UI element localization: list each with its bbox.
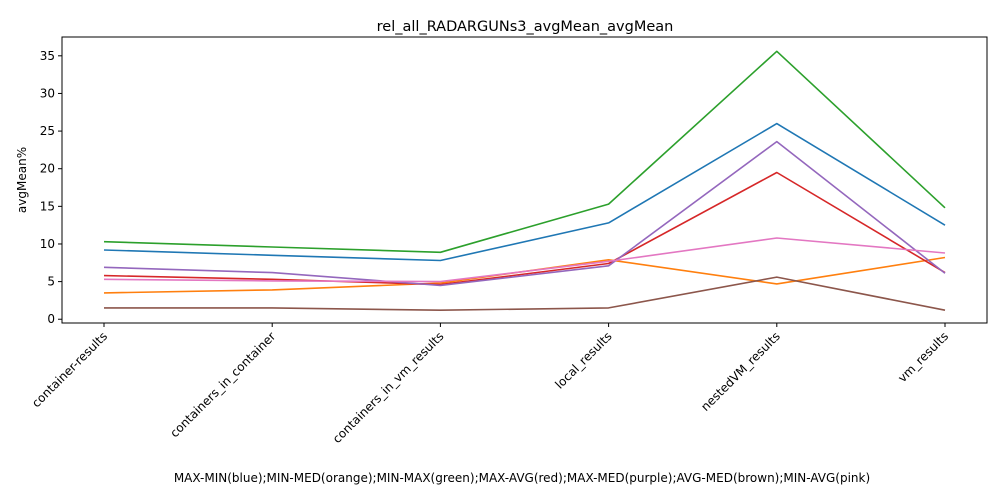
x-tick-label: container-results [29,329,110,410]
x-tick-label: vm_results [895,329,951,385]
y-tick-label: 10 [40,237,55,251]
x-tick-label: containers_in_vm_results [330,329,447,446]
plot-frame [61,36,988,324]
series-line-5 [104,276,946,312]
x-axis-label: MAX-MIN(blue);MIN-MED(orange);MIN-MAX(gr… [174,471,870,485]
y-tick-label: 20 [40,162,55,176]
y-tick-label: 30 [40,86,55,100]
y-axis: 0 5 10 15 20 25 30 35 [40,49,62,326]
x-tick-label: nestedVM_results [698,329,783,414]
y-tick-label: 35 [40,49,55,63]
series-line-4 [103,140,946,287]
y-tick-label: 5 [47,275,55,289]
series-line-6 [103,237,946,283]
x-tick-label: local_results [552,329,614,391]
series-line-0 [103,122,946,262]
series-line-3 [103,171,946,286]
chart-title: rel_all_RADARGUNs3_avgMean_avgMean [377,19,674,35]
y-tick-label: 15 [40,199,55,213]
y-tick-label: 25 [40,124,55,138]
x-axis: container-results containers_in_container… [29,323,951,446]
series-layer [103,50,946,312]
y-tick-label: 0 [47,312,55,326]
y-axis-label: avgMean% [15,147,29,213]
series-line-2 [103,50,946,254]
x-tick-label: containers_in_container [167,329,278,440]
